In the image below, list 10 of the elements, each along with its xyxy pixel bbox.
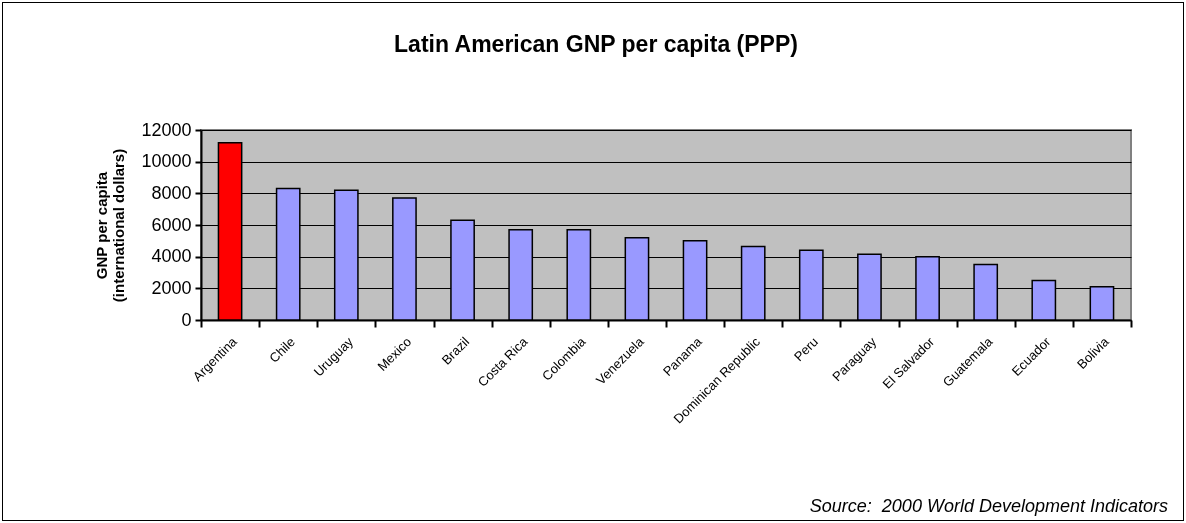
y-axis-title: GNP per capita (international dollars): [93, 148, 128, 303]
source-note: Source: 2000 World Development Indicators: [809, 496, 1168, 517]
y-tick-label: 4000: [151, 246, 192, 267]
y-tick-label: 10000: [141, 151, 192, 172]
chart-title: Latin American GNP per capita (PPP): [394, 31, 798, 57]
y-tick-label: 8000: [151, 182, 192, 203]
y-tick-label: 2000: [151, 277, 192, 298]
y-tick-label: 0: [181, 309, 192, 330]
y-tick-label: 12000: [141, 119, 192, 140]
y-tick-label: 6000: [151, 214, 192, 235]
